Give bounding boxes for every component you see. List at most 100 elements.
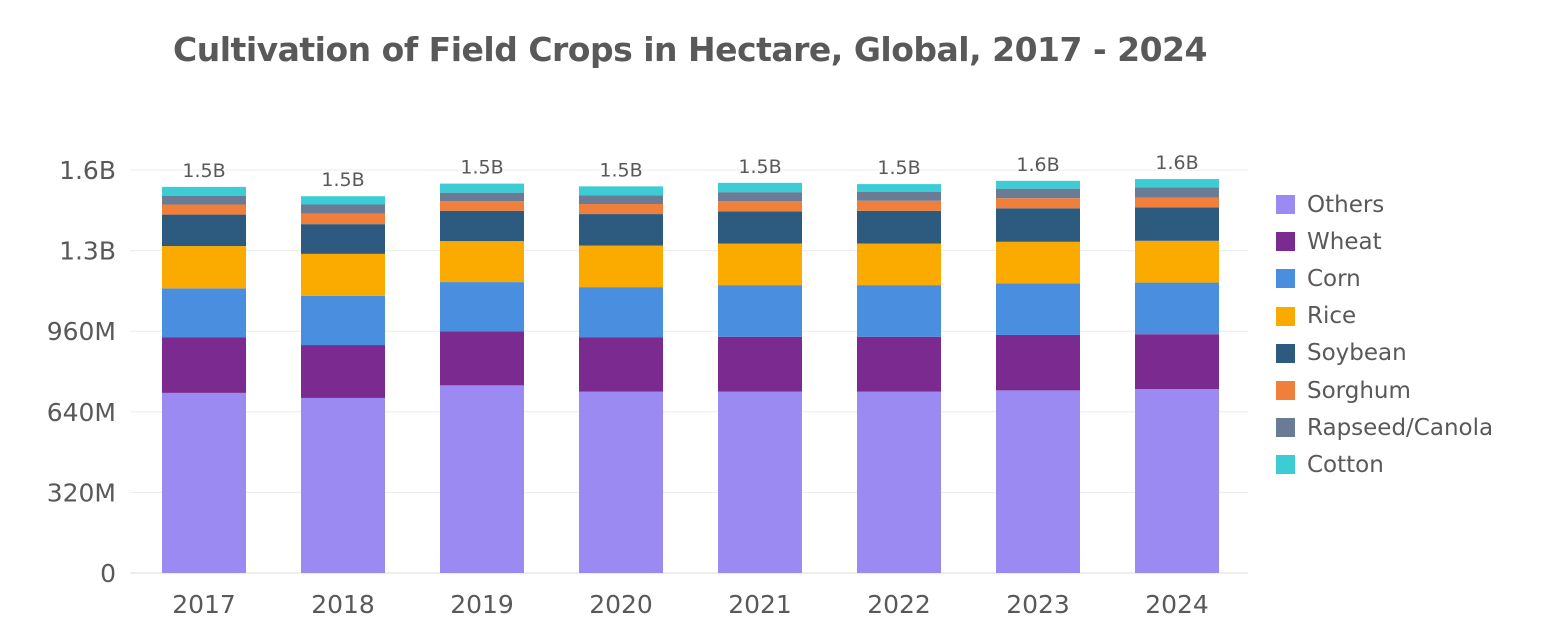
y-tick-label: 640M xyxy=(47,398,116,427)
bar-segment-corn xyxy=(579,287,663,338)
bar-segment-wheat xyxy=(718,336,802,392)
bar-segment-rice xyxy=(857,243,941,286)
bar-segment-wheat xyxy=(440,331,524,386)
legend-item-rice[interactable]: Rice xyxy=(1276,298,1493,335)
bar-segment-sorghum xyxy=(1135,197,1219,208)
total-label: 1.5B xyxy=(877,157,920,179)
bar-segment-rice xyxy=(162,246,246,289)
y-tick-label: 0 xyxy=(100,559,116,588)
legend-item-rapseed-canola[interactable]: Rapseed/Canola xyxy=(1276,409,1493,446)
y-axis-ticks: 0 320M 640M 960M 1.3B 1.6B xyxy=(47,156,116,588)
bar-stack-2022 xyxy=(857,184,941,573)
legend-item-sorghum[interactable]: Sorghum xyxy=(1276,372,1493,409)
legend-label: Rice xyxy=(1307,303,1357,330)
total-label: 1.6B xyxy=(1155,152,1198,174)
bar-segment-soybean xyxy=(1135,207,1219,241)
bar-segment-wheat xyxy=(857,336,941,392)
legend-label: Cotton xyxy=(1307,451,1384,478)
legend-item-soybean[interactable]: Soybean xyxy=(1276,335,1493,372)
legend-item-corn[interactable]: Corn xyxy=(1276,260,1493,297)
x-tick-label: 2024 xyxy=(1145,590,1209,619)
bar-segment-sorghum xyxy=(718,201,802,212)
bar-segment-sorghum xyxy=(440,201,524,211)
bar-segment-soybean xyxy=(579,214,663,246)
bar-segment-others xyxy=(162,392,246,573)
chart-title: Cultivation of Field Crops in Hectare, G… xyxy=(173,30,1207,69)
legend-swatch xyxy=(1276,343,1295,363)
legend-label: Rapseed/Canola xyxy=(1307,414,1494,441)
y-tick-label: 960M xyxy=(47,317,116,346)
bar-segment-soybean xyxy=(301,224,385,254)
bars xyxy=(162,179,1219,573)
legend-item-others[interactable]: Others xyxy=(1276,186,1493,223)
legend-item-cotton[interactable]: Cotton xyxy=(1276,446,1493,483)
bar-segment-cotton xyxy=(1135,179,1219,188)
bar-segment-wheat xyxy=(162,337,246,393)
bar-segment-corn xyxy=(440,282,524,332)
total-label: 1.5B xyxy=(182,160,225,182)
bar-segment-sorghum xyxy=(857,200,941,211)
bar-segment-rice xyxy=(440,241,524,283)
x-tick-label: 2021 xyxy=(728,590,792,619)
legend-swatch xyxy=(1276,455,1295,475)
bar-segment-rice xyxy=(579,245,663,288)
bar-segment-sorghum xyxy=(996,198,1080,209)
bar-segment-others xyxy=(1135,389,1219,573)
x-tick-label: 2019 xyxy=(450,590,514,619)
bar-segment-cotton xyxy=(579,186,663,196)
bar-stack-2024 xyxy=(1135,179,1219,573)
x-tick-label: 2023 xyxy=(1006,590,1070,619)
bar-segment-soybean xyxy=(857,210,941,244)
bar-stack-2021 xyxy=(718,182,802,573)
x-tick-label: 2020 xyxy=(589,590,653,619)
bar-stack-2019 xyxy=(440,183,524,573)
bar-segment-cotton xyxy=(301,196,385,205)
legend-swatch xyxy=(1276,269,1295,289)
bar-segment-corn xyxy=(718,285,802,337)
bar-segment-rice xyxy=(718,243,802,286)
legend-swatch xyxy=(1276,306,1295,326)
gridlines xyxy=(130,169,1248,574)
bar-segment-sorghum xyxy=(162,204,246,215)
bar-segment-wheat xyxy=(1135,334,1219,390)
bar-segment-wheat xyxy=(579,337,663,392)
y-tick-label: 320M xyxy=(47,478,116,507)
bar-stack-2023 xyxy=(996,180,1080,573)
legend-swatch xyxy=(1276,418,1295,438)
bar-stack-2020 xyxy=(579,186,663,573)
bar-segment-cotton xyxy=(857,184,941,192)
total-label: 1.6B xyxy=(1016,154,1059,176)
bar-stack-2018 xyxy=(301,196,385,573)
legend-label: Soybean xyxy=(1307,340,1407,367)
x-tick-label: 2018 xyxy=(311,590,375,619)
bar-segment-rapseed-canola xyxy=(579,195,663,205)
legend-label: Sorghum xyxy=(1307,377,1411,404)
bar-segment-corn xyxy=(996,283,1080,335)
bar-stack-2017 xyxy=(162,186,246,573)
bar-segment-sorghum xyxy=(579,204,663,215)
total-label: 1.5B xyxy=(321,169,364,191)
total-label: 1.5B xyxy=(738,156,781,178)
total-label: 1.5B xyxy=(460,157,503,179)
bar-segment-soybean xyxy=(440,210,524,242)
legend-swatch xyxy=(1276,232,1295,252)
bar-segment-others xyxy=(301,397,385,573)
total-labels: 1.5B 1.5B 1.5B 1.5B 1.5B 1.5B 1.6B 1.6B xyxy=(182,152,1198,191)
bar-segment-soybean xyxy=(996,208,1080,242)
bar-segment-rice xyxy=(1135,240,1219,283)
legend-swatch xyxy=(1276,381,1295,401)
bar-segment-cotton xyxy=(718,182,802,193)
bar-segment-wheat xyxy=(301,345,385,398)
bar-segment-others xyxy=(857,391,941,573)
bar-segment-rapseed-canola xyxy=(1135,187,1219,198)
y-tick-label: 1.6B xyxy=(59,156,116,185)
bar-segment-corn xyxy=(162,288,246,338)
bar-segment-soybean xyxy=(162,214,246,247)
legend: Others Wheat Corn Rice Soybean Sorghum Rapseed… xyxy=(1276,186,1493,484)
bar-segment-rapseed-canola xyxy=(718,192,802,202)
bar-segment-rapseed-canola xyxy=(857,191,941,201)
bar-segment-others xyxy=(718,391,802,573)
bar-segment-corn xyxy=(857,285,941,337)
legend-item-wheat[interactable]: Wheat xyxy=(1276,223,1493,260)
